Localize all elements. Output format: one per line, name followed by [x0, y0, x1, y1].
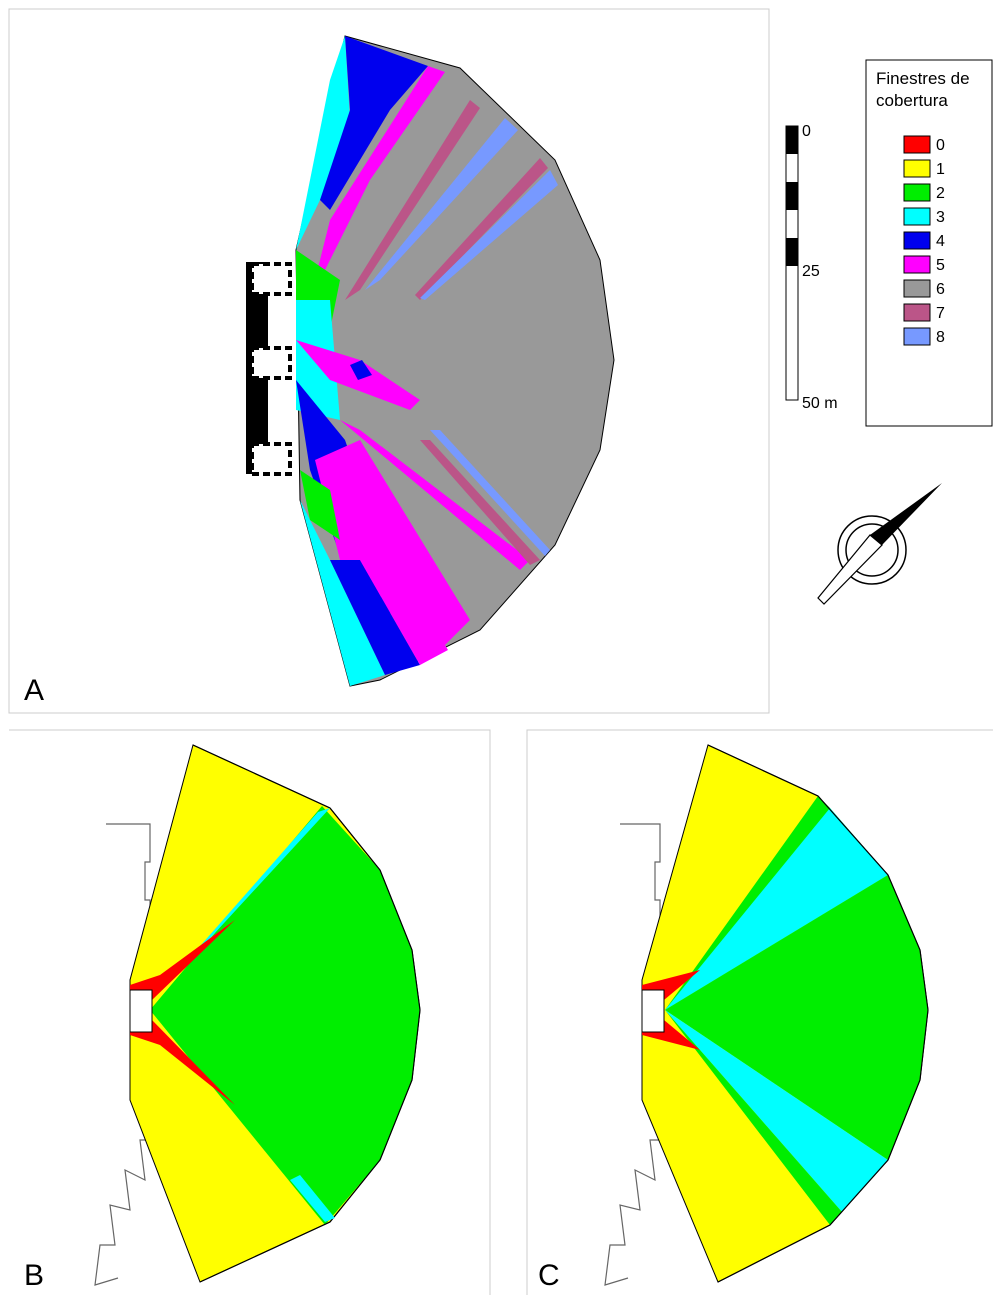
- panel-b-letter: B: [24, 1259, 44, 1292]
- panel-b-embrasure: [129, 989, 153, 1033]
- legend-swatch-1: [903, 159, 931, 178]
- wedge-rose-low: [420, 440, 540, 565]
- panel-c: C: [526, 729, 993, 1295]
- legend: Finestres de cobertura 0 1 2 3 4 5 6 7 8: [865, 59, 993, 427]
- legend-swatch-5: [903, 255, 931, 274]
- legend-title-line1: Finestres de: [876, 69, 970, 88]
- scale-seg-3: [786, 238, 798, 266]
- wedge-magenta-low: [315, 440, 470, 650]
- tower-top: [250, 262, 292, 296]
- legend-label-1: 1: [936, 161, 945, 178]
- panel-b-green-zone: [150, 806, 420, 1225]
- wedge-cyan-low: [300, 500, 385, 686]
- panel-b-cyan-top: [186, 808, 330, 962]
- legend-label-6: 6: [936, 281, 945, 298]
- panel-a-coverage-wedges: [296, 36, 558, 686]
- panel-b: B: [9, 729, 491, 1295]
- scale-seg-2: [786, 182, 798, 210]
- wedge-lightblue-top2: [420, 170, 558, 300]
- wedge-blue-low: [330, 560, 420, 675]
- panel-a-building: [246, 262, 292, 476]
- scale-label-end: 50 m: [802, 395, 838, 412]
- legend-swatch-8: [903, 327, 931, 346]
- wedge-blue-top: [320, 36, 428, 210]
- legend-label-2: 2: [936, 185, 945, 202]
- panel-b-red-bottom: [130, 1020, 235, 1105]
- tower-middle: [250, 346, 292, 380]
- wedge-green-low: [300, 470, 340, 540]
- panel-b-cyan-bottom: [290, 1175, 335, 1222]
- legend-swatch-3: [903, 207, 931, 226]
- legend-label-3: 3: [936, 209, 945, 226]
- scale-label-mid: 25: [802, 263, 820, 280]
- legend-swatch-2: [903, 183, 931, 202]
- wedge-lightblue-low: [430, 430, 550, 556]
- panel-c-sector-arc: [707, 744, 929, 1283]
- legend-label-5: 5: [936, 257, 945, 274]
- legend-swatch-4: [903, 231, 931, 250]
- panel-a-letter: A: [24, 674, 44, 707]
- scale-bar: 0 25 50 m: [785, 123, 838, 412]
- panel-a: A: [8, 8, 770, 714]
- wedge-blue-center: [350, 360, 372, 380]
- wedge-lightblue-top: [365, 118, 518, 290]
- panel-c-green-main: [665, 875, 928, 1160]
- legend-label-7: 7: [936, 305, 945, 322]
- legend-label-0: 0: [936, 137, 945, 154]
- panel-c-green-bottom: [665, 1010, 842, 1225]
- legend-items: 0 1 2 3 4 5 6 7 8: [903, 135, 945, 346]
- wedge-magenta-bottom: [360, 560, 448, 665]
- legend-label-4: 4: [936, 233, 945, 250]
- north-arrow-icon: [817, 483, 942, 605]
- scale-seg-1: [786, 126, 798, 154]
- panel-c-embrasure: [641, 989, 665, 1033]
- wedge-magenta-top: [310, 66, 445, 300]
- wedge-rose-top: [345, 100, 480, 300]
- panel-c-cyan-bottom: [665, 1010, 888, 1212]
- tower-bottom: [250, 442, 292, 476]
- wedge-cyan-top: [296, 36, 350, 250]
- legend-label-8: 8: [936, 329, 945, 346]
- legend-title-line2: cobertura: [876, 91, 948, 110]
- panel-c-frame: [526, 729, 993, 1295]
- scale-label-start: 0: [802, 123, 811, 140]
- panel-c-letter: C: [538, 1259, 560, 1292]
- panel-b-red-top: [130, 920, 235, 1000]
- panel-c-cyan-top: [665, 808, 888, 1010]
- wedge-magenta-low2: [340, 420, 530, 570]
- legend-swatch-7: [903, 303, 931, 322]
- panel-b-frame: [9, 729, 491, 1295]
- wedge-rose-top2: [415, 158, 548, 300]
- legend-swatch-6: [903, 279, 931, 298]
- panel-b-sector-arc: [192, 744, 421, 1283]
- legend-swatch-0: [903, 135, 931, 154]
